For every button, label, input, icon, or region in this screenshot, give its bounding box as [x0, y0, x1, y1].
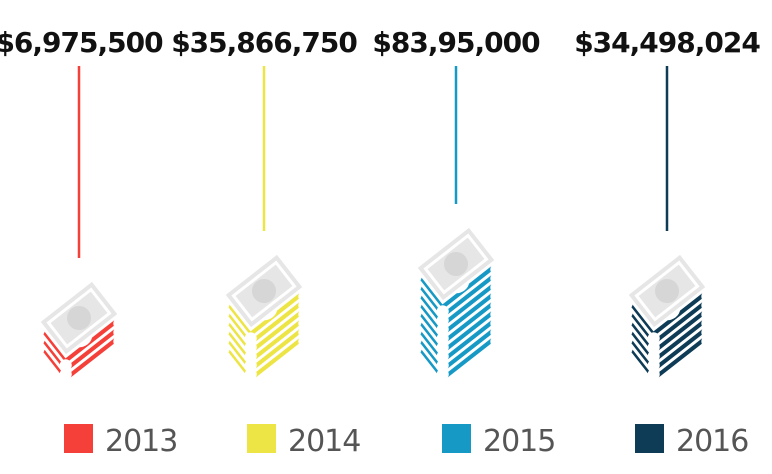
coin-icon	[444, 252, 468, 276]
legend-item-2014: 2014	[247, 424, 361, 459]
legend-swatch	[64, 424, 93, 453]
legend-item-2016: 2016	[635, 424, 749, 459]
value-label-2014: $35,866,750	[171, 26, 357, 59]
coin-icon	[252, 279, 276, 303]
legend-item-2013: 2013	[64, 424, 178, 459]
legend-swatch	[442, 424, 471, 453]
value-label-2015: $83,95,000	[372, 26, 540, 59]
legend-label: 2015	[483, 424, 555, 459]
legend: 2013 2014 2015 2016	[64, 424, 749, 459]
legend-label: 2013	[105, 424, 177, 459]
coin-icon	[67, 306, 91, 330]
money-stacks: $6,975,500 $35,866,750 $83,95,000 $34,498,0…	[0, 26, 761, 390]
stack-2013: $6,975,500	[0, 26, 164, 390]
legend-swatch	[247, 424, 276, 453]
legend-item-2015: 2015	[442, 424, 556, 459]
value-label-2016: $34,498,024	[574, 26, 760, 59]
value-label-2013: $6,975,500	[0, 26, 163, 59]
legend-swatch	[635, 424, 664, 453]
legend-label: 2016	[676, 424, 748, 459]
stack-2014: $35,866,750	[171, 26, 358, 390]
stack-2016: $34,498,024	[574, 26, 761, 390]
stack-2015: $83,95,000	[372, 26, 541, 390]
legend-label: 2014	[288, 424, 360, 459]
coin-icon	[655, 279, 679, 303]
